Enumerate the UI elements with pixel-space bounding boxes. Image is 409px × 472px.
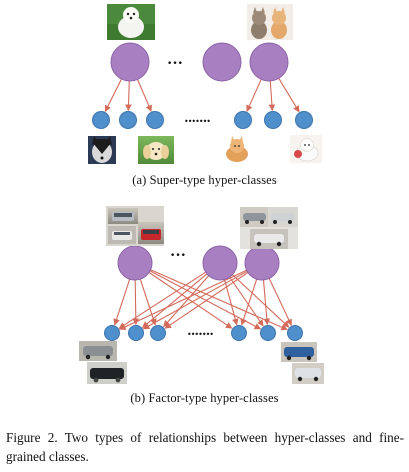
image-white-dog [107,4,155,40]
hyper-node-b-mid [202,245,238,281]
edge-b-3-6 [268,278,292,326]
edge-b-1-4 [148,272,233,329]
fine-node-a-4 [234,111,252,129]
panel-b: ••• ••••••• [79,206,324,384]
edge-b-2-2 [141,273,208,329]
edge-b-2-3 [163,275,210,328]
fine-node-a-1 [92,111,110,129]
fine-node-b-5 [260,325,276,341]
edge-a-left-3 [136,79,152,112]
image-ginger-kitten [222,135,252,163]
image-two-kittens [247,4,293,40]
image-white-kitten [290,135,322,163]
hyper-node-a-mid [202,42,242,82]
image-side-view-cars [240,207,298,249]
fine-node-b-3 [150,325,166,341]
edge-b-2-5 [229,276,264,327]
fine-gap-dots-a: ••••••• [184,117,210,126]
edge-b-3-2 [142,270,248,330]
subcaption-b: (b) Factor-type hyper-classes [130,391,279,405]
image-front-view-cars [106,206,164,246]
panel-a: ••• ••••••• [88,4,322,164]
hyper-node-b-left [117,245,153,281]
fine-node-b-2 [128,325,144,341]
edge-a-right-1 [246,79,262,112]
edge-a-left-2 [125,80,132,112]
edge-b-2-1 [118,271,206,329]
figure-caption: Figure 2. Two types of relationships bet… [6,430,404,464]
hyper-node-a-right [249,42,289,82]
hyper-gap-dots-b: ••• [170,251,186,261]
edges-panel-b [113,269,292,331]
fine-node-b-4 [231,325,247,341]
edge-b-1-1 [113,279,131,326]
fine-node-a-2 [119,111,137,129]
edge-b-3-3 [164,272,249,329]
edge-a-right-2 [268,80,276,112]
fine-node-b-6 [287,325,303,341]
hyper-node-a-left [110,42,150,82]
subcaption-a: (a) Super-type hyper-classes [132,173,277,187]
fine-node-a-6 [295,111,313,129]
edge-b-3-1 [119,269,247,330]
edge-b-2-6 [232,274,290,328]
edge-b-1-3 [139,279,157,326]
figure-diagram: ••• ••••••• [79,4,324,384]
edge-b-3-5 [262,279,271,326]
hyper-gap-dots-a: ••• [167,59,183,69]
edges-panel-a [104,78,300,113]
image-golden-puppy [138,136,174,164]
fine-gap-dots-b: ••••••• [187,330,213,339]
edge-b-3-4 [240,279,258,326]
edge-b-2-4 [223,279,239,326]
fine-node-a-3 [146,111,164,129]
fine-node-b-1 [104,325,120,341]
image-husky [88,136,116,164]
edge-a-right-3 [278,78,300,113]
image-blue-and-silver-cars [281,342,324,384]
image-grey-and-black-cars [79,341,127,384]
fine-node-a-5 [264,111,282,129]
hyper-node-b-right [244,245,280,281]
edge-a-left-1 [104,78,122,113]
